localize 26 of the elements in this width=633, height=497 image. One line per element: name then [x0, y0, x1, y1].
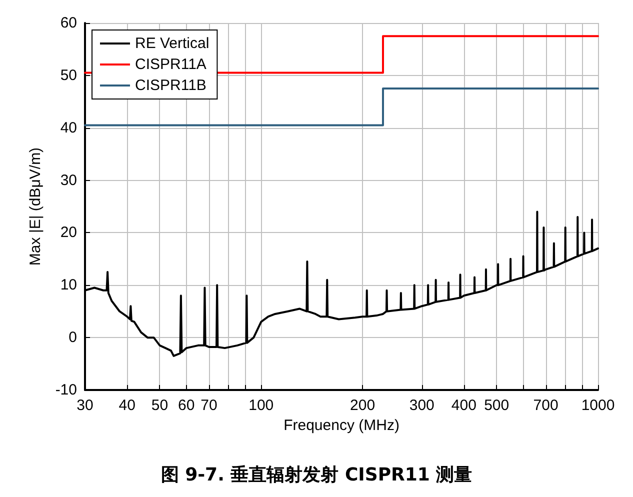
legend-label: CISPR11A [135, 56, 206, 73]
x-tick-label: 500 [484, 397, 510, 414]
x-tick-label: 200 [350, 397, 376, 414]
y-tick-label: 30 [60, 172, 77, 189]
y-axis-title: Max |E| (dBμV/m) [27, 147, 44, 266]
y-tick-label: 40 [60, 119, 77, 136]
text: 图 9-7. 垂直辐射发射 CISPR11 测量 [160, 464, 472, 486]
x-tick-label: 50 [151, 397, 168, 414]
y-tick-label: 20 [60, 224, 77, 242]
y-tick-label: 0 [68, 329, 77, 346]
x-tick-label: 40 [118, 397, 136, 414]
x-tick-label: 30 [76, 397, 94, 414]
x-tick-label: 1000 [581, 397, 615, 414]
x-tick-label: 60 [178, 397, 195, 414]
x-tick-label: 100 [248, 397, 274, 414]
x-tick-label: 70 [200, 397, 218, 414]
x-tick-label: 700 [533, 397, 558, 414]
x-axis-title: Frequency (MHz) [284, 416, 400, 434]
x-tick-label: 400 [451, 397, 476, 414]
legend-label: CISPR11B [135, 77, 206, 94]
y-tick-label: 10 [60, 276, 77, 294]
y-tick-label: 50 [60, 66, 77, 84]
x-tick-label: 300 [409, 397, 434, 414]
legend-label: RE Vertical [135, 35, 210, 52]
y-tick-label: 60 [60, 14, 77, 32]
y-tick-label: -10 [55, 382, 77, 398]
